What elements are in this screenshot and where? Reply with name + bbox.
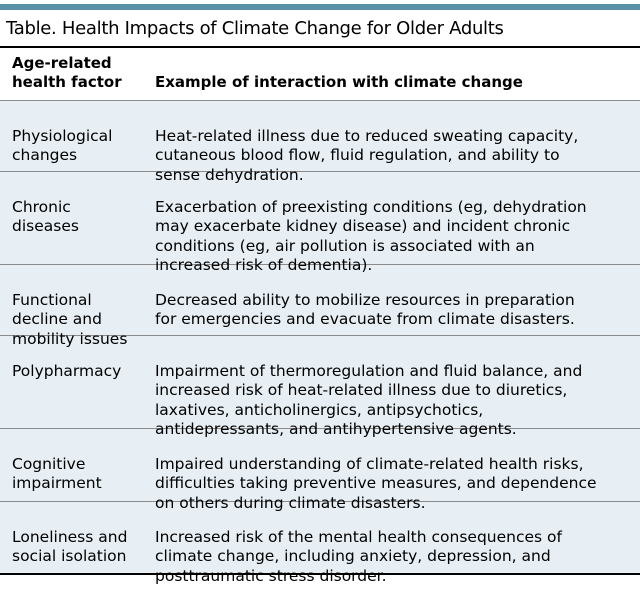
table-row: Functional decline and mobility issues D… [0, 265, 640, 348]
example-text: Exacerbation of preexisting conditions (… [155, 197, 587, 275]
table-header-row: Age-related health factor Example of int… [0, 48, 640, 101]
example-text: Heat-related illness due to reduced swea… [155, 126, 579, 184]
factor-text: Chronic diseases [12, 197, 79, 236]
factor-text: Physiological changes [12, 126, 113, 165]
header-example-interaction: Example of interaction with climate chan… [155, 48, 640, 100]
example-cell: Decreased ability to mobilize resources … [155, 265, 640, 335]
factor-cell: Polypharmacy [0, 336, 155, 428]
example-cell: Exacerbation of preexisting conditions (… [155, 172, 640, 275]
example-cell: Impaired understanding of climate-relate… [155, 429, 640, 512]
table-row: Polypharmacy Impairment of thermoregulat… [0, 336, 640, 439]
table-row: Loneliness and social isolation Increase… [0, 502, 640, 585]
example-text: Increased risk of the mental health cons… [155, 527, 562, 585]
example-text: Impaired understanding of climate-relate… [155, 454, 597, 512]
example-cell: Heat-related illness due to reduced swea… [155, 101, 640, 184]
table-row: Chronic diseases Exacerbation of preexis… [0, 172, 640, 275]
header-col1-text: Age-related health factor [12, 54, 122, 91]
factor-cell: Physiological changes [0, 101, 155, 171]
health-impacts-table: Age-related health factor Example of int… [0, 46, 640, 585]
example-cell: Impairment of thermoregulation and fluid… [155, 336, 640, 439]
factor-cell: Functional decline and mobility issues [0, 265, 155, 348]
factor-cell: Cognitive impairment [0, 429, 155, 501]
example-text: Decreased ability to mobilize resources … [155, 290, 575, 329]
header-age-related-factor: Age-related health factor [0, 48, 155, 100]
factor-text: Loneliness and social isolation [12, 527, 128, 566]
top-accent-bar [0, 4, 640, 10]
example-text: Impairment of thermoregulation and fluid… [155, 361, 583, 439]
header-col2-text: Example of interaction with climate chan… [155, 73, 523, 91]
factor-cell: Loneliness and social isolation [0, 502, 155, 573]
table-row: Physiological changes Heat-related illne… [0, 101, 640, 184]
example-cell: Increased risk of the mental health cons… [155, 502, 640, 585]
factor-text: Polypharmacy [12, 361, 122, 380]
table-row: Cognitive impairment Impaired understand… [0, 429, 640, 512]
table-title: Table. Health Impacts of Climate Change … [6, 18, 504, 39]
factor-text: Functional decline and mobility issues [12, 290, 128, 348]
factor-text: Cognitive impairment [12, 454, 102, 493]
factor-cell: Chronic diseases [0, 172, 155, 264]
